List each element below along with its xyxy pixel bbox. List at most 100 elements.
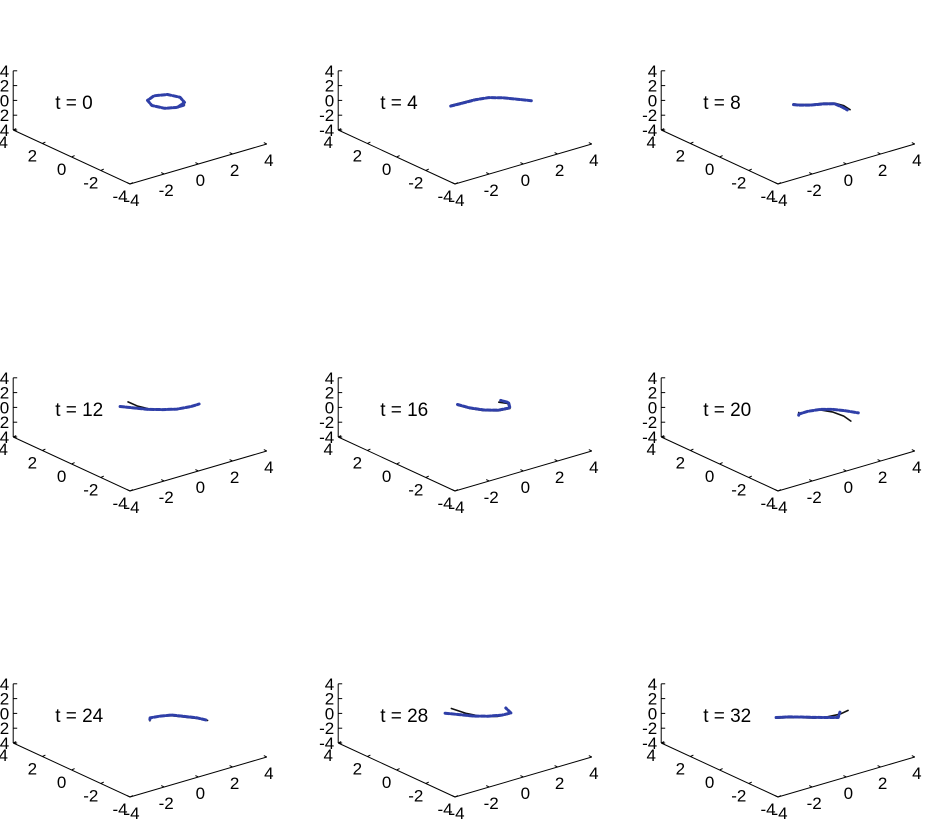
dashed-series-line xyxy=(148,713,210,722)
x-tick xyxy=(808,172,813,175)
y-tick-label: 2 xyxy=(353,454,362,473)
y-tick-label: -4 xyxy=(112,187,127,206)
y-tick-label: 0 xyxy=(382,467,391,486)
x-tick-label: 4 xyxy=(589,764,598,783)
x-tick xyxy=(195,775,199,778)
y-tick-label: 0 xyxy=(382,773,391,792)
z-tick-label: 0 xyxy=(648,398,657,417)
z-tick-label: 2 xyxy=(0,384,9,403)
x-tick xyxy=(160,785,165,788)
x-tick xyxy=(843,162,847,165)
y-tick xyxy=(396,462,400,465)
y-tick xyxy=(425,781,430,784)
x-tick-label: -2 xyxy=(159,488,174,507)
z-tick-label: 4 xyxy=(0,62,9,81)
y-tick-label: 0 xyxy=(705,467,714,486)
y-tick-label: 4 xyxy=(323,440,332,459)
x-tick xyxy=(451,182,456,185)
y-tick xyxy=(100,475,105,478)
panel-title: t = 24 xyxy=(55,706,103,727)
y-tick-label: 0 xyxy=(705,773,714,792)
z-tick-label: -2 xyxy=(0,719,9,738)
x-tick xyxy=(195,162,199,165)
x-tick xyxy=(588,755,593,758)
z-tick-label: 4 xyxy=(648,675,657,694)
y-tick-label: -4 xyxy=(437,494,452,513)
z-tick-label: 0 xyxy=(325,398,334,417)
x-tick xyxy=(263,449,268,452)
x-tick xyxy=(126,489,131,492)
dashed-series-line xyxy=(456,398,512,412)
y-tick-label: 0 xyxy=(57,467,66,486)
y-tick-label: 2 xyxy=(353,760,362,779)
x-tick xyxy=(520,775,524,778)
dashed-series-line xyxy=(774,710,842,719)
x-tick-label: 2 xyxy=(230,774,239,793)
x-tick xyxy=(195,469,199,472)
x-tick-label: 0 xyxy=(196,171,205,190)
y-tick-label: -2 xyxy=(83,481,98,500)
z-tick-label: 0 xyxy=(648,704,657,723)
z-tick-label: -2 xyxy=(319,719,334,738)
panel-title: t = 0 xyxy=(55,93,92,114)
x-tick-label: -4 xyxy=(449,191,464,210)
y-tick-label: -2 xyxy=(83,787,98,806)
y-tick-label: -2 xyxy=(408,481,423,500)
z-tick-label: -2 xyxy=(642,719,657,738)
z-tick-label: 0 xyxy=(0,398,9,417)
x-tick xyxy=(808,785,813,788)
y-tick-label: -4 xyxy=(112,800,127,819)
y-tick xyxy=(129,489,134,492)
x-tick xyxy=(774,182,779,185)
x-tick-label: 2 xyxy=(555,161,564,180)
y-tick xyxy=(396,155,400,158)
z-tick-label: 4 xyxy=(325,369,334,388)
z-tick-label: -2 xyxy=(0,413,9,432)
z-tick-label: -4 xyxy=(0,428,9,447)
y-tick-label: -2 xyxy=(408,174,423,193)
y-tick xyxy=(367,754,371,757)
dashed-series-line xyxy=(449,96,533,108)
y-tick-label: -2 xyxy=(83,174,98,193)
y-tick-label: 4 xyxy=(0,440,8,459)
y-tick xyxy=(129,795,134,798)
x-tick xyxy=(229,152,233,155)
z-tick-label: -2 xyxy=(319,413,334,432)
y-tick-label: -2 xyxy=(731,787,746,806)
y-tick-label: 2 xyxy=(676,760,685,779)
z-tick-label: 0 xyxy=(325,704,334,723)
y-tick-label: 2 xyxy=(28,454,37,473)
x-tick-label: -2 xyxy=(807,488,822,507)
z-tick-label: 4 xyxy=(325,62,334,81)
x-tick xyxy=(160,479,165,482)
x-tick xyxy=(520,469,524,472)
z-tick-label: 2 xyxy=(325,690,334,709)
x-tick-label: 0 xyxy=(196,784,205,803)
dashed-series-line xyxy=(118,402,201,412)
x-tick-label: 4 xyxy=(912,151,921,170)
x-tick xyxy=(451,795,456,798)
x-tick xyxy=(588,449,593,452)
x-tick xyxy=(843,469,847,472)
x-tick-label: 2 xyxy=(230,468,239,487)
z-tick-label: 2 xyxy=(325,384,334,403)
y-tick-label: 4 xyxy=(646,746,655,765)
x-tick-label: 4 xyxy=(589,151,598,170)
x-tick-label: 2 xyxy=(555,468,564,487)
z-tick-label: -4 xyxy=(0,121,9,140)
x-tick-label: -4 xyxy=(449,498,464,517)
z-tick-label: 2 xyxy=(648,77,657,96)
x-tick-label: 4 xyxy=(912,458,921,477)
y-tick-label: -2 xyxy=(731,174,746,193)
x-tick-label: 2 xyxy=(878,468,887,487)
y-tick xyxy=(100,781,105,784)
y-tick xyxy=(748,168,753,171)
y-tick-label: 2 xyxy=(28,147,37,166)
x-tick xyxy=(126,182,131,185)
z-tick-label: 2 xyxy=(0,77,9,96)
z-tick-label: 0 xyxy=(0,91,9,110)
x-tick-label: 4 xyxy=(912,764,921,783)
